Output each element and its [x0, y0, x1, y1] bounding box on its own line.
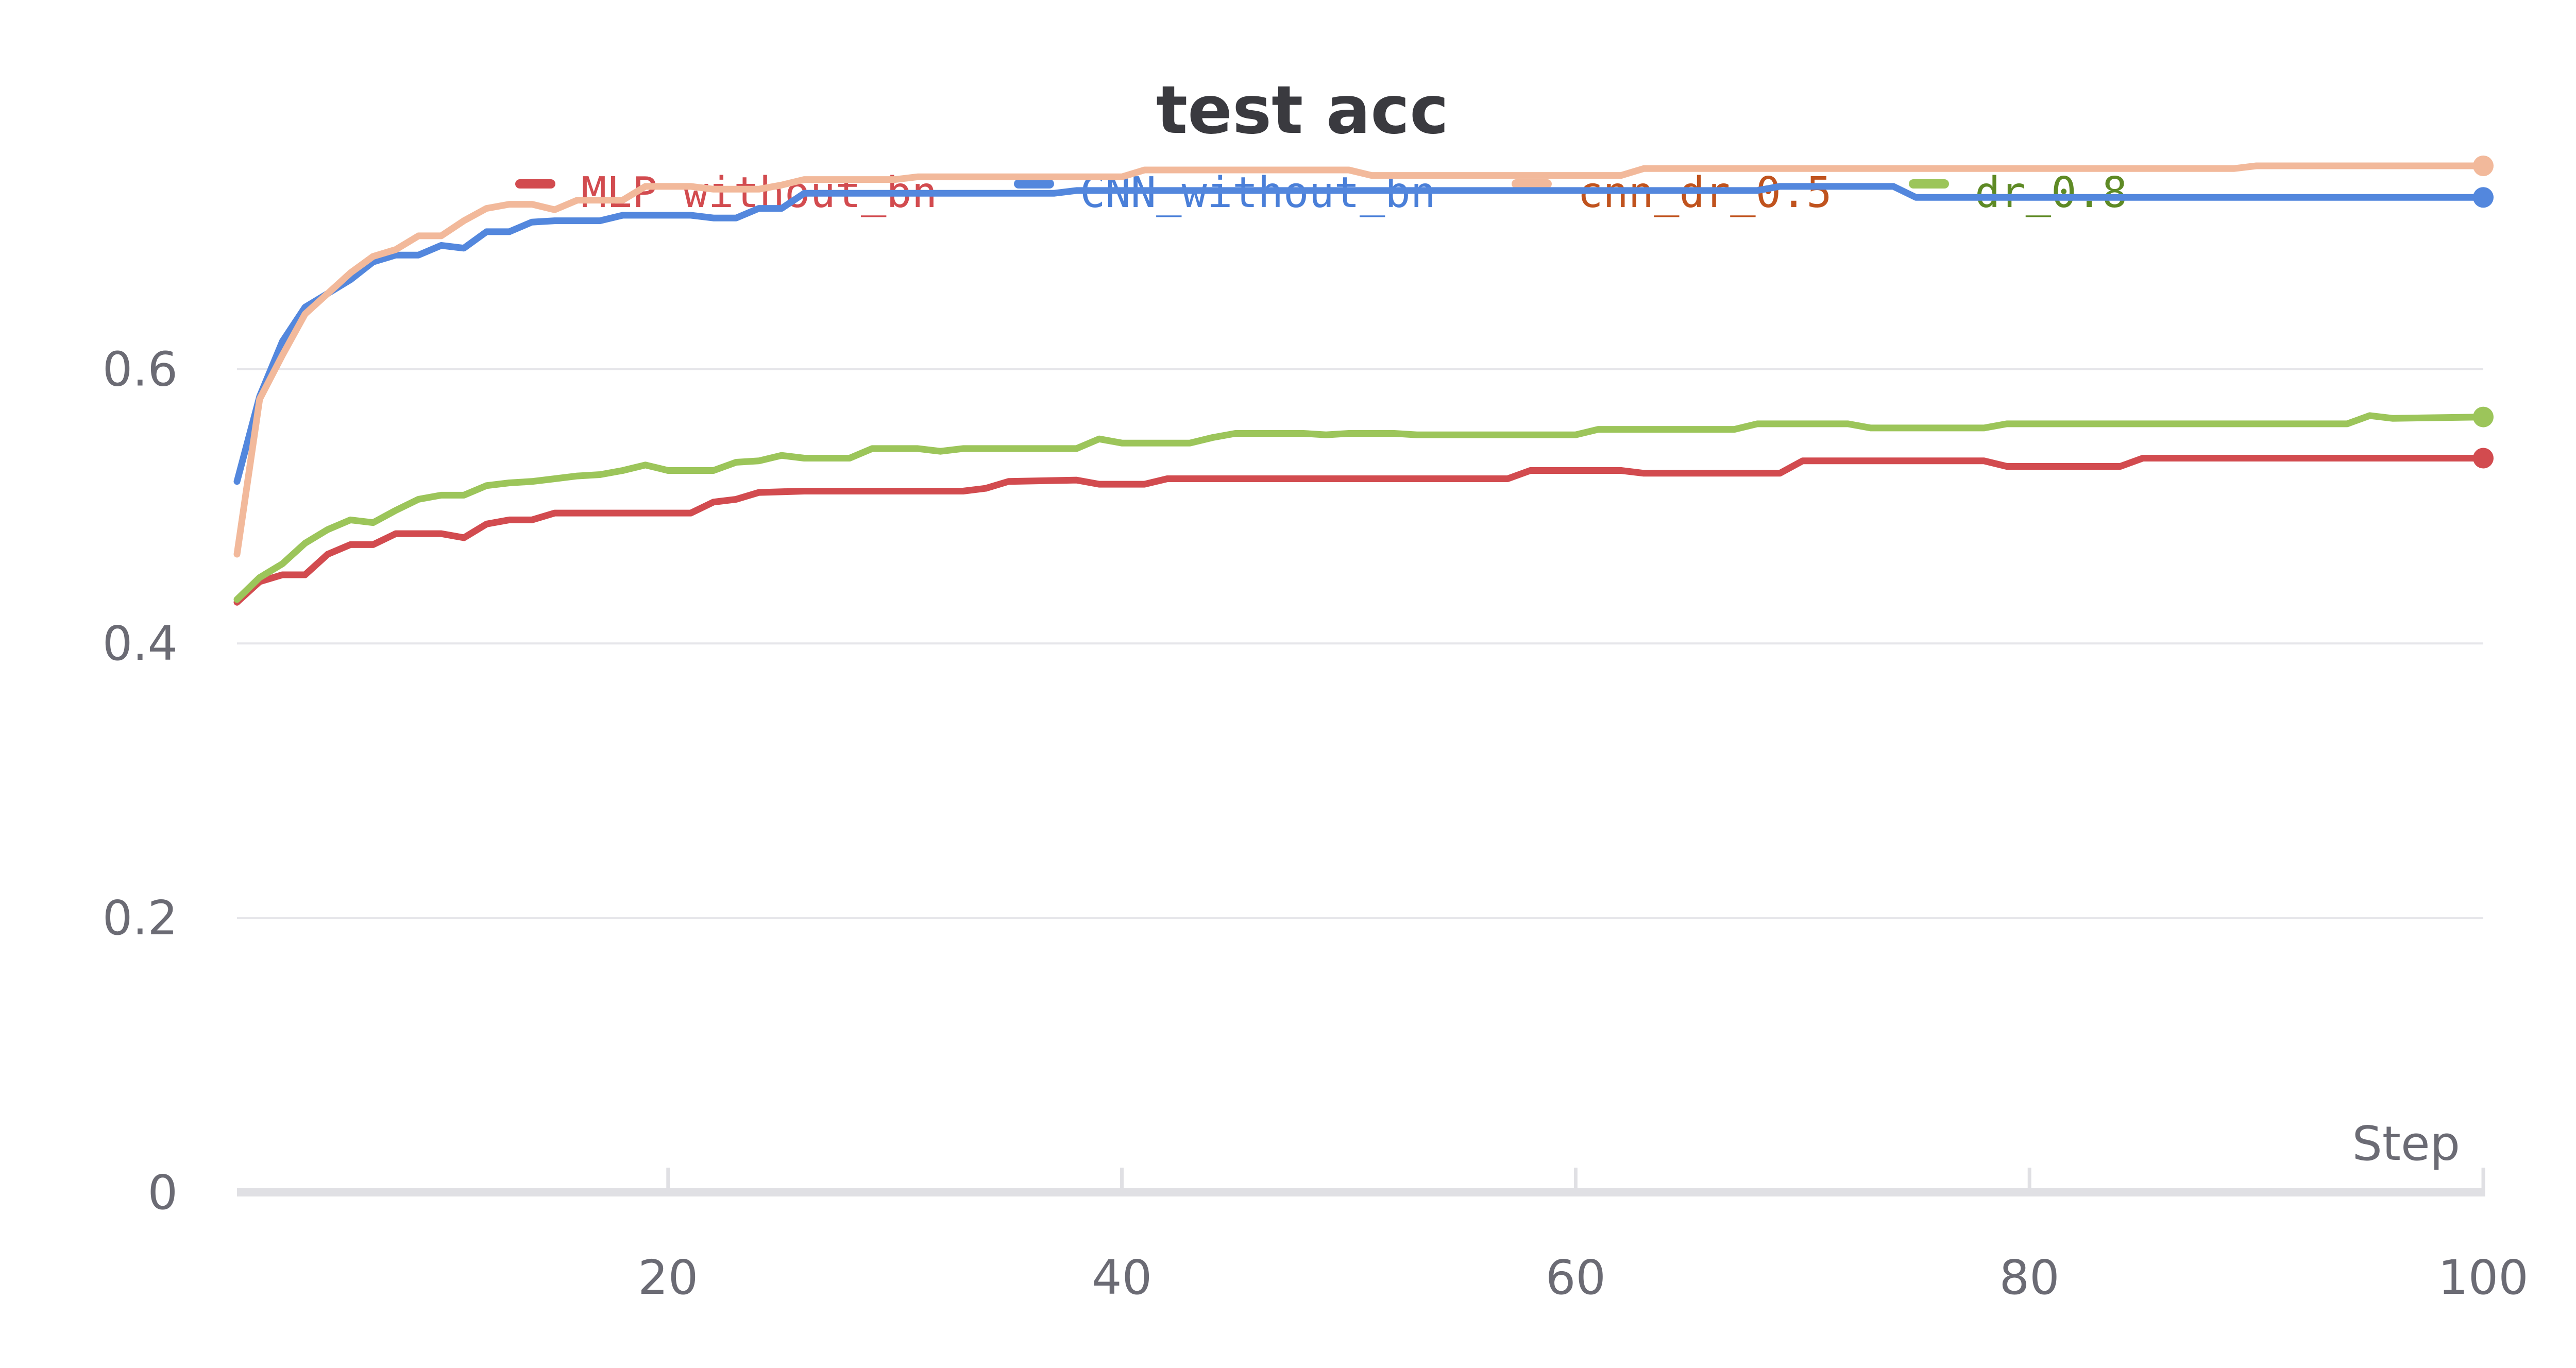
series-end-marker-dr_0.8: [2473, 406, 2494, 427]
series-group: [233, 155, 2494, 606]
series-end-marker-CNN_without_bn: [2473, 187, 2494, 208]
x-tick-label: 20: [638, 1250, 698, 1305]
series-line-dr_0.8: [233, 412, 2487, 603]
y-tick-label: 0.4: [103, 616, 178, 671]
legend-swatch-dr_0.8: [1909, 179, 1949, 189]
legend-swatch-cnn_dr_0.5: [1512, 179, 1552, 189]
legend-label-dr_0.8: dr_0.8: [1975, 168, 2127, 217]
grid: [237, 368, 2483, 919]
x-tick-label: 60: [1546, 1250, 1606, 1305]
legend-swatch-MLP_without_bn: [515, 179, 555, 189]
x-tick-label: 80: [1999, 1250, 2060, 1305]
x-axis: 20 40 60 80 100: [237, 1168, 2529, 1305]
series-line-MLP_without_bn: [233, 455, 2487, 606]
series-line-cnn_dr_0.5: [233, 162, 2487, 558]
x-axis-label: Step: [2352, 1116, 2460, 1171]
series-end-marker-MLP_without_bn: [2473, 448, 2494, 469]
x-tick-label: 100: [2438, 1250, 2529, 1305]
series-end-marker-cnn_dr_0.5: [2473, 155, 2494, 176]
y-tick-label: 0.6: [103, 341, 178, 397]
legend-swatch-CNN_without_bn: [1014, 179, 1054, 189]
series-line-CNN_without_bn: [233, 183, 2487, 485]
y-axis: 0 0.2 0.4 0.6: [103, 341, 178, 1220]
x-tick-label: 40: [1092, 1250, 1152, 1305]
y-tick-label: 0.2: [103, 891, 178, 946]
y-tick-label: 0: [147, 1165, 178, 1220]
chart-title: test acc: [1156, 72, 1449, 149]
